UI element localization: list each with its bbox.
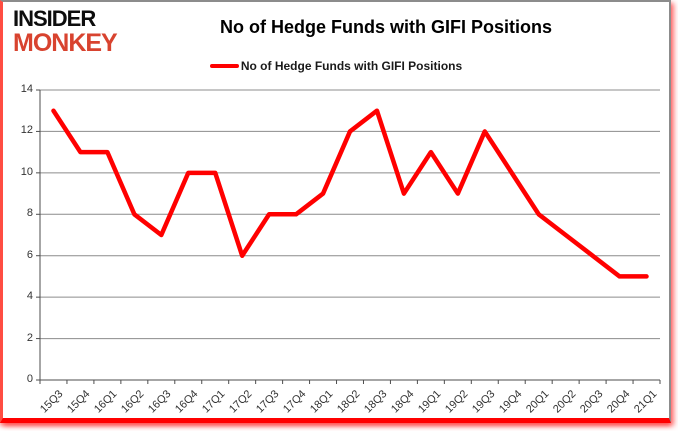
legend-line-marker [209, 64, 239, 68]
y-axis-tick-label: 10 [20, 165, 33, 178]
hedge-funds-trend-line [51, 108, 649, 279]
y-axis-tick-label: 4 [26, 290, 33, 303]
y-axis-tick-label: 14 [20, 83, 33, 95]
legend-label: No of Hedge Funds with GIFI Positions [240, 59, 463, 73]
logo-text-insider: INSIDER [13, 6, 96, 31]
chart-title: No of Hedge Funds with GIFI Positions [220, 17, 552, 37]
line-chart [36, 89, 661, 384]
chart-frame: INSIDER MONKEY No of Hedge Funds with GI… [0, 0, 671, 423]
plot-area: 0 2 4 6 8 10 12 14 15Q3 15Q4 16Q1 16Q2 16Q3 16Q4 17Q1… [3, 2, 674, 425]
y-axis-tick-label: 8 [26, 207, 33, 220]
y-axis-tick-label: 6 [26, 248, 33, 261]
insider-monkey-logo: INSIDER MONKEY [13, 6, 118, 57]
y-axis-tick-label: 0 [26, 373, 33, 385]
logo-text-monkey: MONKEY [13, 29, 118, 57]
legend: No of Hedge Funds with GIFI Positions [3, 59, 669, 73]
y-axis-tick-label: 12 [20, 124, 33, 137]
y-axis-tick-label: 2 [26, 331, 33, 344]
